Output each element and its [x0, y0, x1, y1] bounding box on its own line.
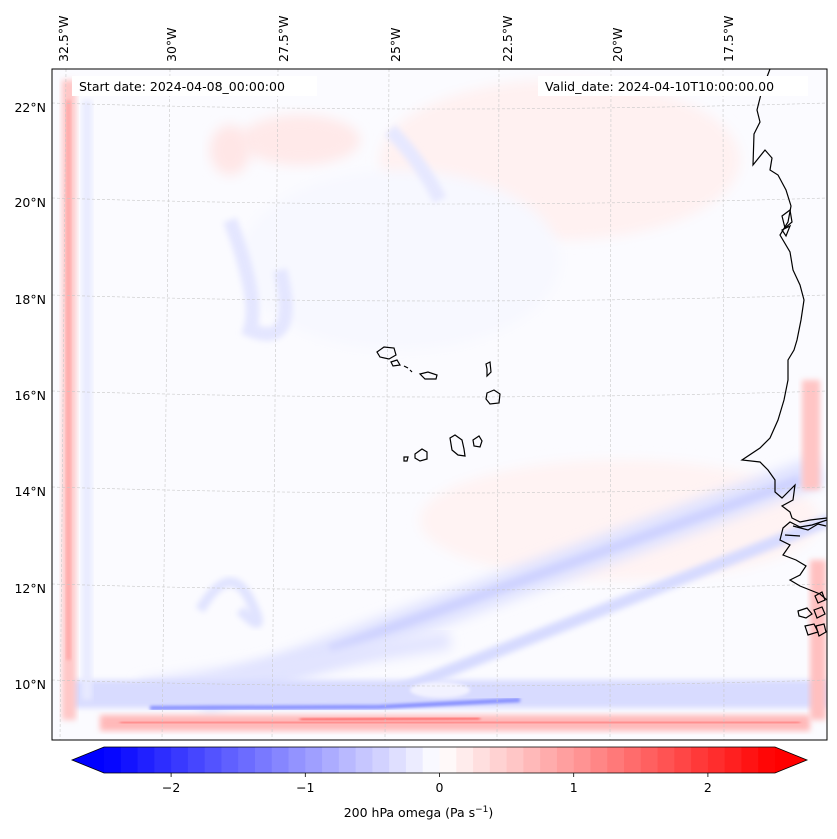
colorbar-cell: [254, 747, 273, 773]
lat-tick-label: 20°N: [14, 195, 46, 210]
colorbar-cell: [187, 747, 206, 773]
lon-tick-label: 25°W: [388, 27, 403, 62]
colorbar-cell: [405, 747, 424, 773]
colorbar-cell: [389, 747, 407, 773]
colorbar-title-exponent: −1: [475, 805, 489, 815]
lat-tick-label: 22°N: [14, 100, 46, 115]
valid-date-box: [538, 76, 808, 96]
colorbar-cell: [338, 747, 357, 773]
colorbar-cell: [506, 747, 524, 773]
lat-tick-label: 18°N: [14, 292, 46, 307]
colorbar-cell: [305, 747, 323, 773]
colorbar-extend-min: [72, 747, 104, 773]
omega-field: [62, 80, 827, 731]
colorbar-title: 200 hPa omega (Pa s−1): [0, 805, 837, 820]
valid-date-label: Valid_date: 2024-04-10T10:00:00.00: [545, 79, 774, 94]
lon-tick-label: 30°W: [164, 27, 179, 62]
colorbar-cell: [456, 747, 474, 773]
colorbar-extend-max: [775, 747, 807, 773]
colorbar-cell: [556, 747, 575, 773]
colorbar-cell: [154, 747, 172, 773]
graticule: [52, 69, 827, 740]
colorbar-tick-label: −2: [162, 780, 180, 795]
africa-coastline: [740, 69, 827, 637]
colorbar-cell: [271, 747, 290, 773]
colorbar: −2 −1 0 1 2: [70, 746, 809, 795]
colorbar-cell: [707, 747, 726, 773]
colorbar-cell: [372, 747, 390, 773]
colorbar-outline: [70, 746, 809, 774]
colorbar-cell: [322, 747, 340, 773]
lat-tick-label: 16°N: [14, 388, 46, 403]
colorbar-cell: [137, 747, 155, 773]
colorbar-cell: [288, 747, 306, 773]
colorbar-tick-label: −1: [296, 780, 314, 795]
colorbar-cell: [439, 747, 457, 773]
colorbar-cell: [741, 747, 759, 773]
colorbar-cell: [691, 747, 709, 773]
lat-tick-label: 10°N: [14, 677, 46, 692]
colorbar-tick-label: 0: [436, 780, 444, 795]
colorbar-title-main: 200 hPa omega (Pa s: [343, 805, 476, 821]
colorbar-tick-label: 1: [570, 780, 578, 795]
lon-tick-labels: 32.5°W 30°W 27.5°W 25°W 22.5°W 20°W 17.5…: [56, 16, 736, 62]
lat-tick-labels: 22°N 20°N 18°N 16°N 14°N 12°N 10°N: [14, 100, 46, 692]
colorbar-tick-label: 2: [704, 780, 712, 795]
colorbar-cell: [758, 747, 776, 773]
colorbar-cell: [573, 747, 592, 773]
start-date-box: [72, 76, 317, 96]
colorbar-cell: [120, 747, 139, 773]
start-date-label: Start date: 2024-04-08_00:00:00: [79, 79, 285, 94]
lon-tick-label: 17.5°W: [721, 16, 736, 62]
colorbar-cell: [674, 747, 692, 773]
colorbar-title-close: ): [488, 805, 494, 821]
colorbar-cell: [523, 747, 541, 773]
colorbar-cell: [204, 747, 223, 773]
colorbar-cell: [624, 747, 642, 773]
colorbar-cell: [422, 747, 441, 773]
colorbar-cell: [540, 747, 558, 773]
colorbar-cell: [489, 747, 508, 773]
colorbar-cell: [657, 747, 675, 773]
map-frame: [51, 68, 828, 741]
lat-tick-label: 12°N: [14, 581, 46, 596]
lon-tick-label: 27.5°W: [276, 16, 291, 62]
colorbar-cell: [607, 747, 625, 773]
lon-tick-label: 20°W: [610, 27, 625, 62]
colorbar-cell: [640, 747, 659, 773]
colorbar-cell: [473, 747, 491, 773]
colorbar-cell: [104, 747, 122, 773]
colorbar-cell: [171, 747, 189, 773]
lat-tick-label: 14°N: [14, 484, 46, 499]
colorbar-cell: [724, 747, 743, 773]
cape-verde-islands: [376, 346, 501, 462]
colorbar-cell: [590, 747, 608, 773]
colorbar-cell: [221, 747, 239, 773]
lon-tick-label: 22.5°W: [500, 16, 515, 62]
lon-tick-label: 32.5°W: [56, 16, 71, 62]
colorbar-cell: [238, 747, 256, 773]
colorbar-cell: [355, 747, 374, 773]
